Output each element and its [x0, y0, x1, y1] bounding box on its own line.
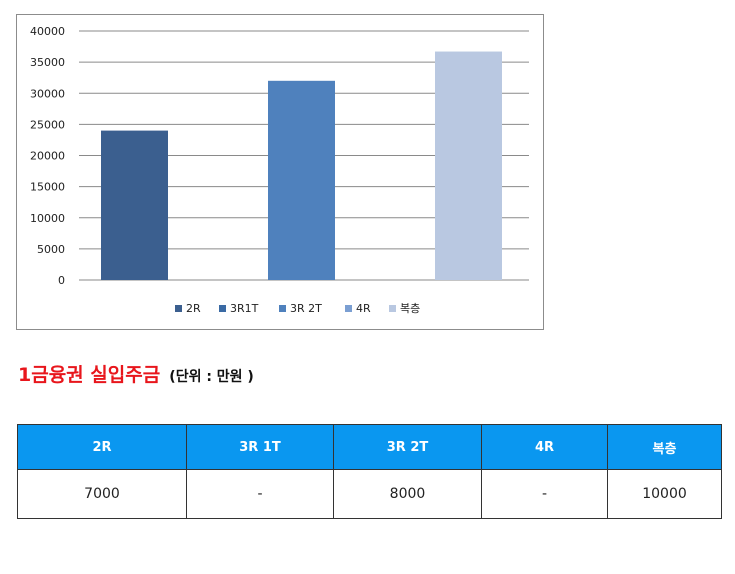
y-tick-label: 40000: [30, 25, 65, 38]
legend-label: 3R 2T: [290, 302, 322, 315]
y-tick-label: 15000: [30, 181, 65, 194]
header-cell-duplex: 복층: [607, 424, 722, 470]
table-header-row: 2R 3R 1T 3R 2T 4R 복층: [17, 424, 722, 470]
legend-label: 3R1T: [230, 302, 259, 315]
header-cell-3r-1t: 3R 1T: [186, 424, 334, 470]
y-tick-label: 10000: [30, 212, 65, 225]
legend-swatch: [175, 305, 182, 312]
bar-4: [435, 51, 502, 281]
y-tick-label: 5000: [37, 243, 65, 256]
legend-label: 복층: [400, 302, 420, 315]
legend-label: 2R: [186, 302, 201, 315]
table-row: 7000 - 8000 - 10000: [17, 469, 722, 519]
heading-title: 1금융권 실입주금: [18, 364, 161, 386]
y-tick-label: 35000: [30, 56, 65, 69]
y-tick-label: 30000: [30, 87, 65, 100]
move-in-cost-table: 2R 3R 1T 3R 2T 4R 복층 7000 - 8000 - 10000: [17, 424, 722, 519]
cell-2r: 7000: [17, 469, 187, 519]
bar-chart: 0 5000 10000 15000 20000 25000 30000 35000 40000…: [16, 14, 544, 330]
section-heading: 1금융권 실입주금 (단위 : 만원 ): [18, 360, 254, 387]
bar-2: [268, 80, 335, 280]
legend-swatch: [219, 305, 226, 312]
header-cell-2r: 2R: [17, 424, 187, 470]
chart-svg: 0 5000 10000 15000 20000 25000 30000 35000 40000…: [30, 25, 529, 315]
y-tick-label: 25000: [30, 118, 65, 131]
y-tick-label: 20000: [30, 150, 65, 163]
cell-3r-1t: -: [186, 469, 334, 519]
cell-duplex: 10000: [607, 469, 722, 519]
header-cell-3r-2t: 3R 2T: [333, 424, 482, 470]
legend-swatch: [345, 305, 352, 312]
cell-4r: -: [481, 469, 608, 519]
header-cell-4r: 4R: [481, 424, 608, 470]
bar-0: [101, 130, 168, 280]
legend-label: 4R: [356, 302, 371, 315]
y-tick-label: 0: [58, 274, 65, 287]
heading-unit: (단위 : 만원 ): [169, 369, 254, 385]
legend-swatch: [279, 305, 286, 312]
cell-3r-2t: 8000: [333, 469, 482, 519]
legend-swatch: [389, 305, 396, 312]
